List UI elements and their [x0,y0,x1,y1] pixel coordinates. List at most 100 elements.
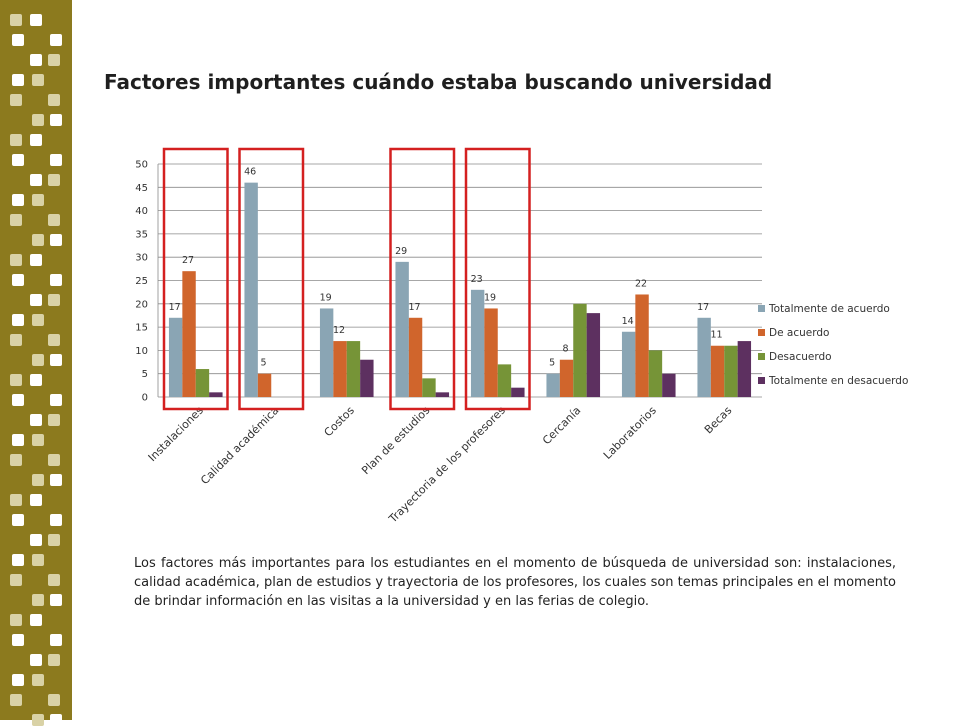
bar-4 [511,387,525,397]
y-tick-label: 0 [142,393,148,404]
band-square [30,534,42,546]
band-square [12,394,24,406]
band-square [48,94,60,106]
y-tick-label: 30 [135,253,148,264]
band-square [30,374,42,386]
data-label: 5 [549,358,555,369]
band-square [48,694,60,706]
legend-swatch [758,329,765,336]
y-tick-label: 5 [142,369,148,380]
bar-2 [484,308,498,397]
bar-1 [697,317,711,397]
y-tick-label: 35 [135,229,148,240]
band-square [30,494,42,506]
band-square [32,674,44,686]
band-square [10,214,22,226]
y-tick-label: 20 [135,299,148,310]
y-tick-label: 15 [135,323,148,334]
data-label: 22 [635,278,647,289]
band-square [48,54,60,66]
band-square [12,154,24,166]
band-square [12,34,24,46]
bar-1 [546,373,560,397]
band-square [48,454,60,466]
y-tick-label: 10 [135,346,148,357]
bar-1 [621,331,636,397]
data-label: 5 [261,358,267,369]
band-square [12,514,24,526]
bar-3 [422,378,436,397]
band-square [10,334,22,346]
band-square [50,34,62,46]
data-label: 23 [471,274,483,285]
highlight-box [162,147,229,411]
band-square [32,234,44,246]
x-tick-label: Laboratorios [601,404,659,462]
bar-4 [209,392,223,397]
band-square [32,474,44,486]
band-square [12,74,24,86]
band-square [10,694,22,706]
band-square [50,354,62,366]
bar-1 [319,308,334,397]
band-square [30,174,42,186]
band-square [32,434,44,446]
band-square [30,254,42,266]
band-square [32,554,44,566]
band-square [50,114,62,126]
band-square [50,394,62,406]
bar-1 [395,261,409,397]
slide-title: Factores importantes cuándo estaba busca… [104,70,773,94]
bar-2 [182,271,196,397]
band-square [32,194,44,206]
band-square [50,514,62,526]
x-tick-label: Cercanía [540,404,583,447]
bar-2 [559,359,574,397]
band-square [10,254,22,266]
bar-1 [244,182,258,397]
bar-4 [586,313,601,397]
data-label: 17 [409,302,421,313]
band-square [48,214,60,226]
bar-2 [635,294,649,397]
bar-2 [257,373,272,397]
x-tick-label: Instalaciones [146,404,206,464]
bar-2 [408,317,423,397]
data-label: 12 [333,325,345,336]
band-square [32,354,44,366]
band-square [12,634,24,646]
band-square [48,294,60,306]
band-square [10,574,22,586]
band-square [12,314,24,326]
data-label: 11 [711,330,723,341]
data-label: 17 [697,302,709,313]
band-square [32,74,44,86]
band-square [30,654,42,666]
data-label: 19 [320,292,332,303]
band-square [10,134,22,146]
bar-1 [168,317,183,397]
band-square [30,294,42,306]
band-square [30,614,42,626]
band-square [48,334,60,346]
band-square [48,414,60,426]
band-square [48,534,60,546]
legend-swatch [758,353,765,360]
bar-3 [346,341,361,397]
bar-3 [648,350,663,397]
legend-label: Totalmente en desacuerdo [768,375,908,387]
band-square [50,474,62,486]
band-square [12,274,24,286]
bar-2 [710,345,725,397]
highlight-box [389,147,456,411]
band-square [12,554,24,566]
band-square [30,54,42,66]
band-square [10,494,22,506]
band-square [50,714,62,726]
x-tick-label: Calidad académica [198,404,281,487]
decorative-side-band [0,0,72,726]
band-square [30,14,42,26]
band-square [50,634,62,646]
band-square [48,574,60,586]
band-square [32,594,44,606]
